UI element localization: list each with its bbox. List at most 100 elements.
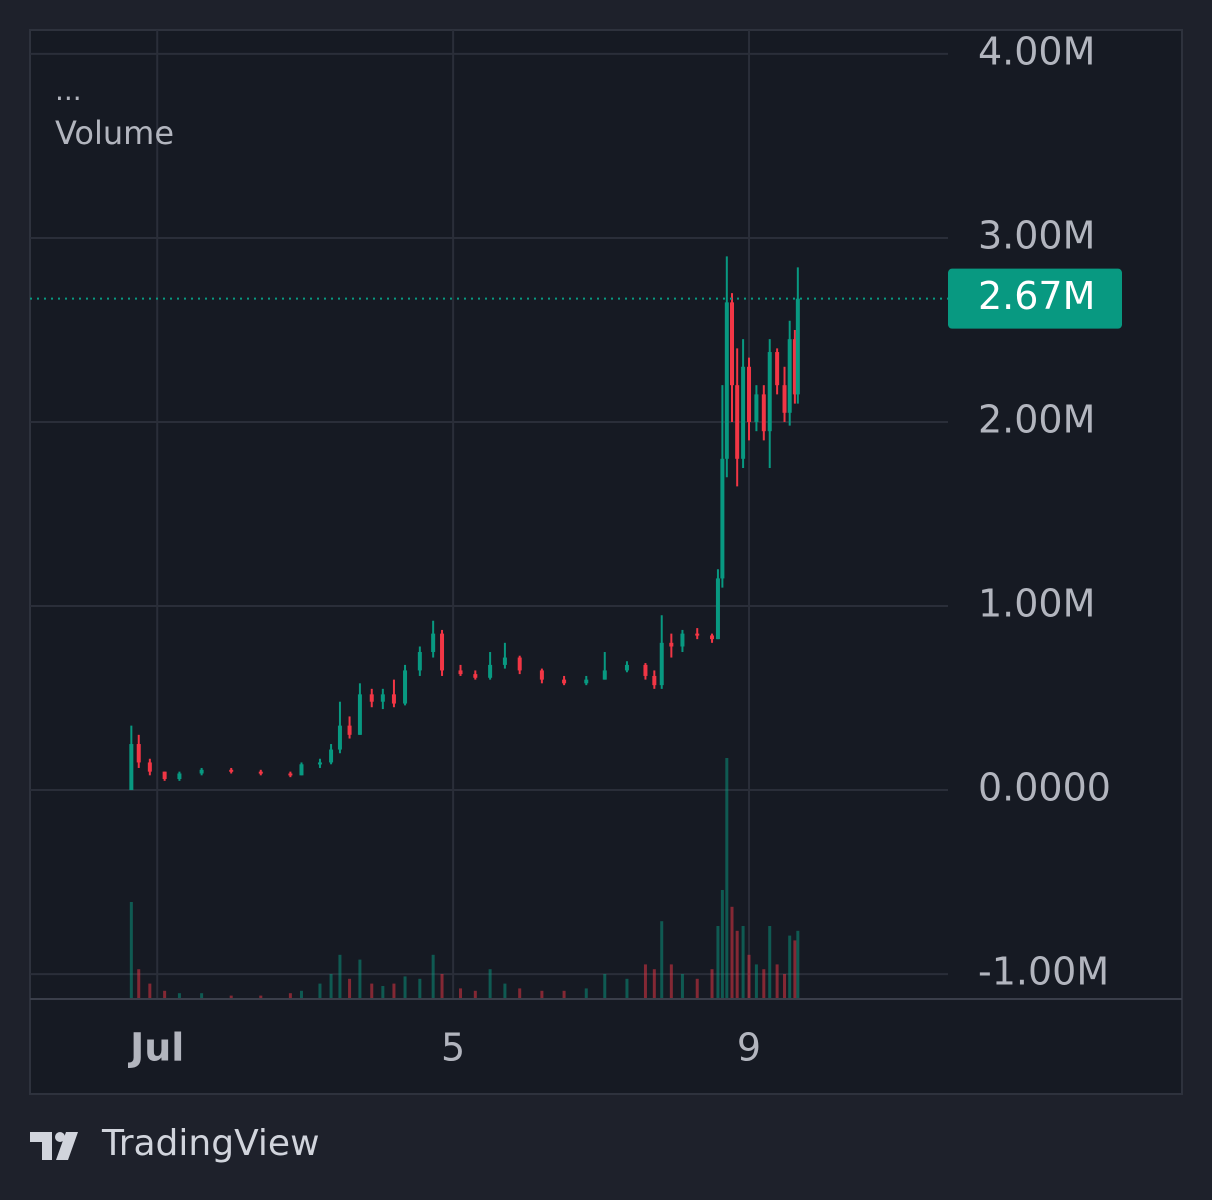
candle-body (643, 664, 648, 676)
candle-body (517, 657, 522, 671)
candle-body (380, 694, 385, 702)
indicator-title: Volume (55, 114, 174, 152)
candle-body (440, 633, 445, 671)
x-tick-label: 5 (441, 1026, 465, 1070)
volume-bar (288, 993, 292, 998)
volume-bar (503, 983, 507, 998)
volume-bar (459, 988, 463, 998)
candle-body (761, 394, 766, 432)
candle-body (502, 657, 507, 665)
volume-bar (418, 978, 422, 998)
volume-bar (338, 954, 342, 998)
candle-body (199, 769, 204, 774)
candle-body (369, 694, 374, 702)
candle-body (741, 366, 746, 459)
volume-bar (788, 935, 792, 998)
candle-body (710, 635, 715, 640)
volume-bar (725, 758, 729, 998)
volume-bar (793, 940, 797, 998)
volume-bar (381, 986, 385, 998)
last-price-label: 2.67M (978, 274, 1095, 318)
candle-body (720, 458, 725, 579)
volume-bar (643, 964, 647, 998)
candle-body (458, 670, 463, 675)
candle-body (347, 725, 352, 735)
candle-body (792, 339, 797, 395)
volume-bar (735, 930, 739, 998)
x-tick-label: 9 (737, 1026, 761, 1070)
volume-bar (652, 969, 656, 998)
volume-bar (796, 930, 800, 998)
candle-body (488, 664, 493, 678)
candle-body (147, 762, 152, 772)
candle-body (735, 385, 740, 459)
candle-body (795, 298, 800, 395)
candle-body (695, 633, 700, 636)
volume-bar (775, 964, 779, 998)
candle-body (724, 302, 729, 459)
volume-bar (200, 993, 204, 998)
candle-body (787, 339, 792, 413)
candle-body (317, 762, 322, 765)
volume-bar (730, 906, 734, 998)
volume-bar (370, 983, 374, 998)
candle-body (357, 694, 362, 735)
candle-body (747, 366, 752, 422)
candle-body (669, 642, 674, 647)
candle-body (329, 749, 334, 763)
y-tick-label: -1.00M (978, 950, 1109, 994)
volume-bar (403, 976, 407, 998)
volume-bar (318, 983, 322, 998)
y-tick-label: 3.00M (978, 213, 1095, 257)
candle-body (562, 679, 567, 684)
candles (129, 256, 800, 791)
brand-logo (30, 1132, 78, 1160)
volume-bar (747, 954, 751, 998)
volume-bar (716, 926, 720, 998)
volume-bar (137, 969, 141, 998)
volume-bar (358, 959, 362, 998)
x-tick-label: Jul (127, 1026, 184, 1070)
volume-bar (299, 990, 303, 998)
candle-body (177, 773, 182, 780)
candle-body (403, 670, 408, 704)
volume-bar (762, 969, 766, 998)
last-price-box (948, 268, 1122, 329)
brand-name: TradingView (101, 1123, 320, 1164)
candle-body (391, 694, 396, 704)
volume-bar (562, 990, 566, 998)
candle-body (767, 352, 772, 432)
candle-body (299, 764, 304, 776)
candle-body (775, 352, 780, 386)
volume-bar (695, 978, 699, 998)
candle-body (258, 771, 263, 774)
volume-bar (518, 988, 522, 998)
candle-body (730, 302, 734, 386)
candle-body (288, 773, 293, 776)
candle-body (715, 578, 720, 640)
volume-bar (440, 974, 444, 998)
volume-bar (348, 978, 352, 998)
volume-bar (741, 926, 745, 998)
candle-body (624, 664, 629, 671)
chart-panel (29, 29, 1183, 1095)
volume-bar (669, 964, 673, 998)
volume-bar (783, 974, 787, 998)
volume-bar (680, 974, 684, 998)
volume-bar (754, 964, 758, 998)
volume-bar (540, 990, 544, 998)
candle-body (659, 642, 664, 686)
candle-body (229, 769, 234, 772)
candle-body (539, 670, 544, 680)
candle-body (652, 675, 657, 686)
volume-bar (177, 993, 181, 998)
candle-body (680, 633, 685, 647)
volume-bar (163, 990, 167, 998)
indicator-menu[interactable]: ... (55, 74, 82, 107)
candle-body (782, 385, 787, 413)
volume-bar (473, 990, 477, 998)
volume-bar (768, 926, 772, 998)
candle-body (584, 679, 589, 684)
